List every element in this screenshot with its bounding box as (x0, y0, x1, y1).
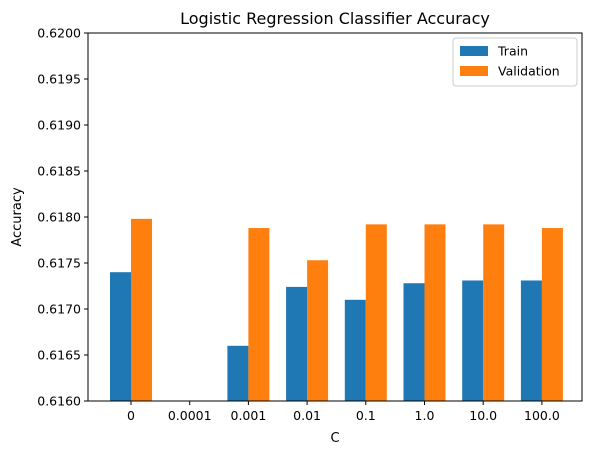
plot-frame (87, 32, 583, 402)
bar-train-100.0 (520, 280, 542, 401)
y-tick-label: 0.6175 (37, 256, 81, 271)
y-tick-label: 0.6195 (37, 72, 81, 87)
y-tick-label: 0.6165 (37, 348, 81, 363)
legend-label-validation: Validation (498, 64, 560, 79)
y-tick-label: 0.6170 (37, 302, 81, 317)
x-tick-label: 0 (127, 408, 135, 423)
bar-validation-0.1 (365, 224, 387, 401)
x-tick-label: 0.1 (356, 408, 376, 423)
bar-train-1.0 (403, 283, 425, 401)
x-tick-label: 0.01 (293, 408, 321, 423)
y-axis-label: Accuracy (10, 187, 25, 247)
bar-validation-1.0 (424, 224, 446, 401)
y-tick-label: 0.6190 (37, 118, 81, 133)
y-axis: 0.6160 0.6165 0.6170 0.6175 0.6180 0.6185 0.61… (37, 26, 88, 409)
bar-train-0.1 (344, 299, 366, 401)
x-tick-label: 1.0 (415, 408, 435, 423)
x-tick-label: 0.001 (231, 408, 267, 423)
x-tick-label: 10.0 (469, 408, 497, 423)
bar-validation-100.0 (541, 228, 563, 401)
bar-train-10.0 (462, 280, 484, 401)
legend: Train Validation (452, 37, 578, 87)
legend-label-train: Train (497, 44, 528, 59)
legend-swatch-validation (460, 66, 488, 76)
bar-train-0.01 (286, 286, 308, 401)
y-tick-label: 0.6200 (37, 26, 81, 41)
y-tick-label: 0.6185 (37, 164, 81, 179)
x-tick-label: 100.0 (524, 408, 560, 423)
bar-train-0 (110, 272, 131, 401)
y-tick-label: 0.6160 (37, 394, 81, 409)
bar-validation-0.001 (248, 228, 270, 401)
legend-swatch-train (460, 46, 488, 56)
bar-validation-0 (131, 218, 152, 401)
x-axis: 0 0.0001 0.001 0.01 0.1 1.0 10.0 100.0 (127, 401, 560, 423)
bar-validation-0.01 (307, 260, 329, 401)
bars (110, 218, 563, 401)
x-tick-label: 0.0001 (168, 408, 212, 423)
bar-validation-10.0 (483, 224, 505, 401)
bar-train-0.001 (227, 345, 249, 401)
y-tick-label: 0.6180 (37, 210, 81, 225)
chart-title: Logistic Regression Classifier Accuracy (180, 9, 490, 28)
x-axis-label: C (330, 431, 339, 446)
